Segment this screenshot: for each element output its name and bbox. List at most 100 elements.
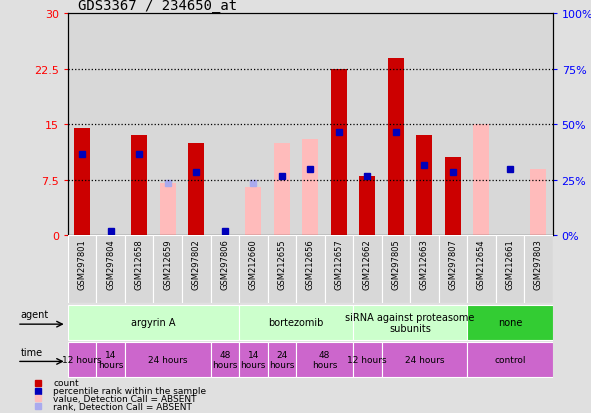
Text: percentile rank within the sample: percentile rank within the sample [53, 386, 207, 395]
FancyBboxPatch shape [239, 235, 268, 304]
Text: GSM212662: GSM212662 [363, 239, 372, 290]
FancyBboxPatch shape [353, 235, 382, 304]
Bar [353, 14, 382, 235]
Bar [531, 169, 546, 235]
FancyBboxPatch shape [410, 235, 439, 304]
Text: 24 hours: 24 hours [148, 355, 187, 364]
Text: 48
hours: 48 hours [312, 350, 337, 369]
Bar [324, 14, 353, 235]
FancyBboxPatch shape [239, 342, 268, 377]
FancyBboxPatch shape [96, 235, 125, 304]
Text: 48
hours: 48 hours [212, 350, 238, 369]
FancyBboxPatch shape [467, 305, 553, 340]
Text: GSM212660: GSM212660 [249, 239, 258, 290]
Text: GSM212661: GSM212661 [505, 239, 514, 290]
Bar [182, 14, 210, 235]
Bar [439, 14, 467, 235]
Text: GSM212655: GSM212655 [277, 239, 286, 290]
Bar [74, 128, 90, 235]
FancyBboxPatch shape [268, 235, 296, 304]
FancyBboxPatch shape [382, 235, 410, 304]
Bar [268, 14, 296, 235]
FancyBboxPatch shape [268, 342, 296, 377]
Bar [296, 14, 324, 235]
Bar [417, 136, 432, 235]
Text: control: control [494, 355, 525, 364]
Bar [524, 14, 553, 235]
Text: 14
hours: 14 hours [241, 350, 266, 369]
FancyBboxPatch shape [353, 342, 382, 377]
Bar [410, 14, 439, 235]
FancyBboxPatch shape [496, 235, 524, 304]
Text: GSM297807: GSM297807 [449, 239, 457, 290]
Text: GSM212659: GSM212659 [163, 239, 172, 290]
Text: GSM297802: GSM297802 [191, 239, 201, 290]
Text: GSM212654: GSM212654 [477, 239, 486, 290]
FancyBboxPatch shape [210, 235, 239, 304]
Text: none: none [498, 318, 522, 328]
Text: GSM297803: GSM297803 [534, 239, 543, 290]
Text: time: time [20, 347, 43, 357]
FancyBboxPatch shape [239, 305, 353, 340]
Text: count: count [53, 379, 79, 387]
Text: GSM297806: GSM297806 [220, 239, 229, 290]
FancyBboxPatch shape [182, 235, 210, 304]
FancyBboxPatch shape [68, 305, 239, 340]
Bar [160, 184, 176, 235]
FancyBboxPatch shape [68, 235, 96, 304]
FancyBboxPatch shape [467, 342, 553, 377]
Text: GSM212656: GSM212656 [306, 239, 315, 290]
FancyBboxPatch shape [125, 342, 210, 377]
Bar [154, 14, 182, 235]
Text: GSM297804: GSM297804 [106, 239, 115, 290]
Text: 12 hours: 12 hours [63, 355, 102, 364]
FancyBboxPatch shape [125, 235, 154, 304]
Text: 12 hours: 12 hours [348, 355, 387, 364]
FancyBboxPatch shape [439, 235, 467, 304]
Bar [467, 14, 496, 235]
FancyBboxPatch shape [324, 235, 353, 304]
FancyBboxPatch shape [154, 235, 182, 304]
FancyBboxPatch shape [467, 235, 496, 304]
Text: argyrin A: argyrin A [131, 318, 176, 328]
Text: rank, Detection Call = ABSENT: rank, Detection Call = ABSENT [53, 402, 192, 411]
FancyBboxPatch shape [524, 235, 553, 304]
FancyBboxPatch shape [382, 342, 467, 377]
Bar [131, 136, 147, 235]
Text: GSM297801: GSM297801 [78, 239, 87, 290]
FancyBboxPatch shape [296, 342, 353, 377]
Text: bortezomib: bortezomib [268, 318, 324, 328]
Text: agent: agent [20, 310, 48, 320]
FancyBboxPatch shape [96, 342, 125, 377]
Bar [96, 14, 125, 235]
Bar [473, 125, 489, 235]
Text: GSM297805: GSM297805 [391, 239, 400, 290]
Text: 24 hours: 24 hours [405, 355, 444, 364]
FancyBboxPatch shape [210, 342, 239, 377]
FancyBboxPatch shape [296, 235, 324, 304]
Text: GSM212657: GSM212657 [335, 239, 343, 290]
Bar [125, 14, 154, 235]
Bar [331, 70, 346, 235]
Bar [210, 14, 239, 235]
Text: value, Detection Call = ABSENT: value, Detection Call = ABSENT [53, 394, 197, 403]
Bar [274, 143, 290, 235]
Bar [189, 143, 204, 235]
Bar [68, 14, 96, 235]
FancyBboxPatch shape [68, 342, 96, 377]
Bar [445, 158, 460, 235]
Bar [359, 176, 375, 235]
Text: GSM212663: GSM212663 [420, 239, 429, 290]
FancyBboxPatch shape [353, 305, 467, 340]
Bar [239, 14, 268, 235]
Bar [245, 188, 261, 235]
Text: siRNA against proteasome
subunits: siRNA against proteasome subunits [345, 312, 475, 333]
Text: GDS3367 / 234650_at: GDS3367 / 234650_at [77, 0, 237, 14]
Bar [303, 140, 318, 235]
Bar [388, 59, 404, 235]
Text: 14
hours: 14 hours [98, 350, 124, 369]
Text: 24
hours: 24 hours [269, 350, 294, 369]
Text: GSM212658: GSM212658 [135, 239, 144, 290]
Bar [496, 14, 524, 235]
Bar [382, 14, 410, 235]
